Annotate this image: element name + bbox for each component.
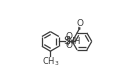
Text: O: O — [65, 32, 72, 41]
Text: O: O — [76, 19, 83, 28]
Text: S: S — [63, 36, 70, 46]
Text: O: O — [65, 41, 72, 50]
Text: NH: NH — [67, 37, 81, 46]
Text: CH$_3$: CH$_3$ — [42, 56, 59, 68]
